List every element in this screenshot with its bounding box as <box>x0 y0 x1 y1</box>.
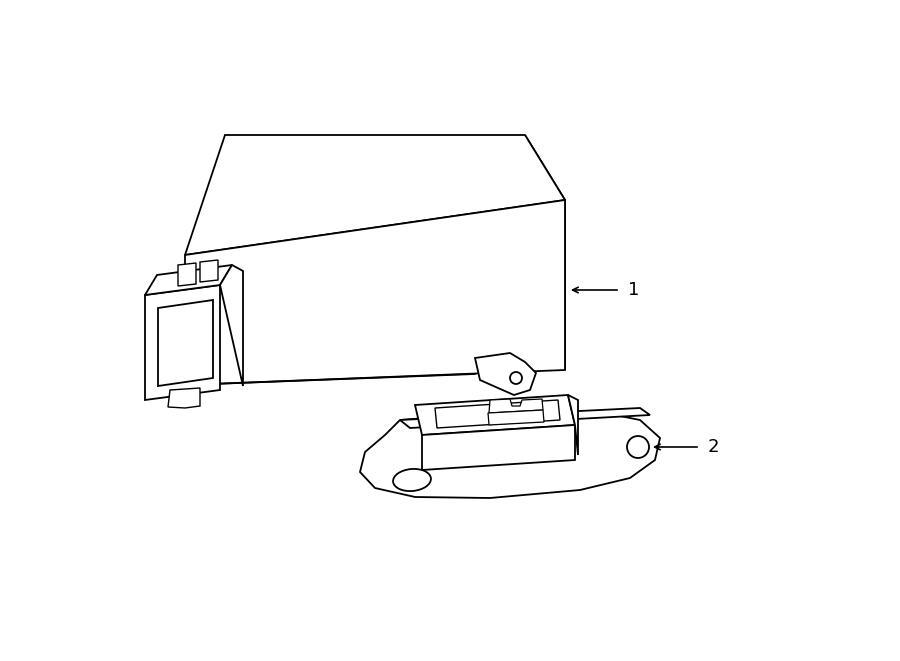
Polygon shape <box>435 400 560 428</box>
Polygon shape <box>488 410 544 425</box>
Text: 1: 1 <box>628 281 639 299</box>
Circle shape <box>627 436 649 458</box>
Polygon shape <box>400 408 650 428</box>
Polygon shape <box>168 388 200 408</box>
Polygon shape <box>145 285 220 400</box>
Polygon shape <box>415 395 575 435</box>
Polygon shape <box>185 135 565 255</box>
Ellipse shape <box>393 469 431 491</box>
Polygon shape <box>360 412 660 498</box>
Polygon shape <box>145 265 232 295</box>
Polygon shape <box>525 135 565 370</box>
Polygon shape <box>220 265 243 386</box>
Polygon shape <box>489 399 543 413</box>
Text: 2: 2 <box>708 438 719 456</box>
Polygon shape <box>158 300 213 386</box>
Polygon shape <box>200 260 218 282</box>
Polygon shape <box>475 353 536 395</box>
Circle shape <box>510 372 522 384</box>
Polygon shape <box>185 200 565 385</box>
Polygon shape <box>422 425 575 470</box>
Polygon shape <box>178 263 196 286</box>
Polygon shape <box>568 395 578 455</box>
